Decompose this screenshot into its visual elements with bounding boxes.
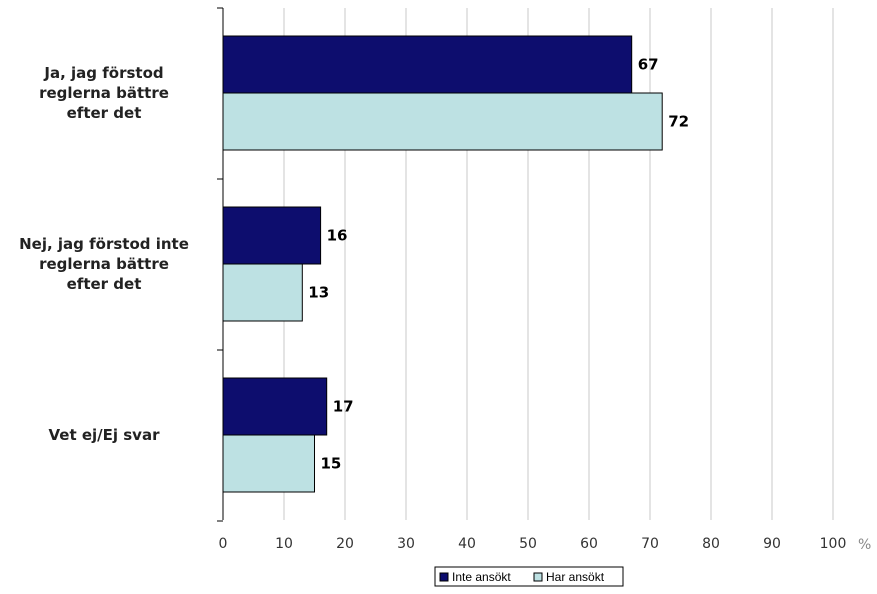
bar-har-ansokt (222, 434, 315, 493)
x-tick-label: 80 (702, 536, 720, 552)
bar-inte-ansokt (222, 377, 328, 436)
x-tick-label: 90 (763, 536, 781, 552)
x-tick-label: 20 (336, 536, 354, 552)
category-label-line: reglerna bättre (39, 255, 169, 273)
category-label-line: Ja, jag förstod (43, 64, 163, 82)
data-label: 72 (668, 113, 689, 131)
x-tick-label: 100 (820, 536, 847, 552)
x-tick-label: 30 (397, 536, 415, 552)
legend: Inte ansökt Har ansökt (434, 566, 624, 587)
labels: 0 10 20 30 40 50 60 70 80 90 100 % 67 72 Ja, jag först… (19, 56, 871, 554)
bar-har-ansokt (222, 263, 303, 322)
bar-inte-ansokt (222, 206, 322, 265)
category-label-line: reglerna bättre (39, 84, 169, 102)
legend-box (434, 566, 624, 587)
category-label: Vet ej/Ej svar (49, 426, 161, 444)
x-tick-label: 60 (580, 536, 598, 552)
data-label: 15 (321, 455, 342, 473)
legend-swatch (439, 572, 449, 582)
category-label-line: Vet ej/Ej svar (49, 426, 161, 444)
legend-label: Inte ansökt (452, 570, 511, 584)
data-label: 16 (327, 227, 348, 245)
bar-har-ansokt (222, 92, 663, 151)
bars (222, 35, 663, 493)
x-tick-label: 50 (519, 536, 537, 552)
x-tick-label: 70 (641, 536, 659, 552)
category-label: Ja, jag förstod reglerna bättre efter det (39, 64, 169, 122)
legend-label: Har ansökt (546, 570, 605, 584)
legend-swatch (533, 572, 543, 582)
x-tick-label: 40 (458, 536, 476, 552)
bar-inte-ansokt (222, 35, 633, 94)
category-label-line: Nej, jag förstod inte (19, 235, 189, 253)
x-tick-label: 10 (275, 536, 293, 552)
data-label: 13 (308, 284, 329, 302)
category-label: Nej, jag förstod inte reglerna bättre efte… (19, 235, 189, 293)
data-label: 17 (333, 398, 354, 416)
category-label-line: efter det (67, 275, 142, 293)
category-label-line: efter det (67, 104, 142, 122)
x-tick-label: 0 (219, 536, 228, 552)
x-axis-unit: % (858, 537, 871, 553)
axes (217, 7, 224, 522)
data-label: 67 (638, 56, 659, 74)
